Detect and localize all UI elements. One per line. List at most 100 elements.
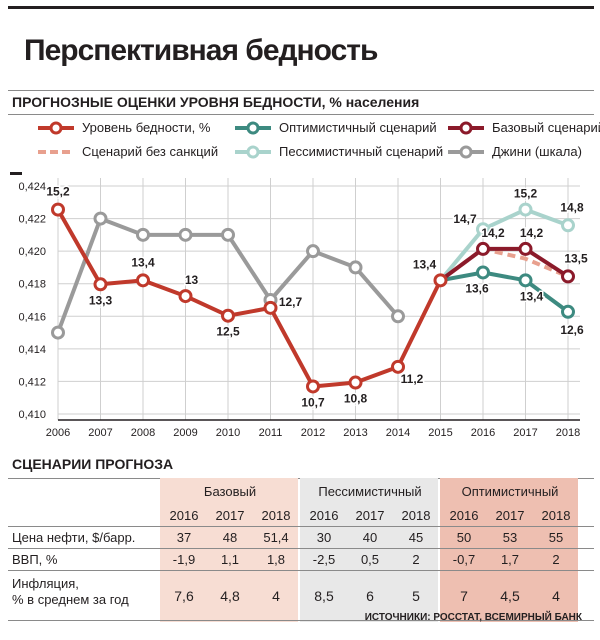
point-gini bbox=[93, 211, 108, 226]
table-cell: 8,5 bbox=[314, 588, 334, 604]
table-cell: -1,9 bbox=[172, 552, 196, 567]
year-header: 2017 bbox=[355, 508, 385, 523]
point-optimistic bbox=[518, 273, 533, 288]
legend-swatch-icon bbox=[235, 145, 271, 158]
legend-swatch-icon bbox=[448, 145, 484, 158]
row-divider bbox=[8, 620, 594, 621]
axis-marker bbox=[10, 172, 22, 175]
data-label: 13,4 bbox=[520, 289, 544, 303]
legend-label: Джини (шкала) bbox=[492, 144, 582, 159]
table-cell: 48 bbox=[222, 530, 238, 545]
legend-item-base: Базовый сценарий bbox=[446, 120, 600, 135]
point-gini bbox=[178, 227, 193, 242]
point-gini bbox=[348, 260, 363, 275]
point-optimistic bbox=[476, 265, 490, 280]
y-tick-label: 0,422 bbox=[18, 214, 46, 226]
scenario-column-shade bbox=[300, 478, 438, 622]
year-header: 2017 bbox=[215, 508, 245, 523]
table-cell: 30 bbox=[316, 530, 332, 545]
x-tick-label: 2007 bbox=[88, 427, 112, 439]
table-cell: 4,5 bbox=[500, 588, 520, 604]
y-tick-label: 0,414 bbox=[18, 344, 46, 356]
point-optimistic bbox=[561, 304, 575, 319]
scenario-group-header: Оптимистичный bbox=[461, 484, 559, 499]
data-label: 12,7 bbox=[279, 295, 303, 309]
chart-legend: Уровень бедности, % Оптимистичный сценари… bbox=[8, 116, 600, 166]
x-tick-label: 2018 bbox=[556, 427, 580, 439]
data-label: 13,6 bbox=[465, 281, 489, 295]
x-tick-label: 2013 bbox=[343, 427, 367, 439]
x-tick-label: 2010 bbox=[216, 427, 240, 439]
legend-item-optimistic: Оптимистичный сценарий bbox=[233, 120, 437, 135]
x-tick-label: 2017 bbox=[513, 427, 537, 439]
scenario-column-shade bbox=[160, 478, 298, 622]
table-cell: 4 bbox=[552, 588, 560, 604]
row-label: Инфляция, bbox=[12, 576, 79, 591]
table-cell: 2 bbox=[412, 552, 420, 567]
table-cell: 7 bbox=[460, 588, 468, 604]
table-cell: 5 bbox=[412, 588, 420, 604]
point-gini bbox=[51, 325, 65, 340]
series-line-optimistic bbox=[440, 270, 570, 314]
series-line-poverty bbox=[56, 208, 443, 389]
divider bbox=[8, 90, 594, 91]
table-cell: 45 bbox=[408, 530, 424, 545]
legend-label: Сценарий без санкций bbox=[82, 144, 219, 159]
point-base bbox=[476, 241, 490, 256]
table-cell: -0,7 bbox=[452, 552, 476, 567]
table-cell: 2 bbox=[552, 552, 560, 567]
legend-label: Пессимистичный сценарий bbox=[279, 144, 444, 159]
scenario-column-shade bbox=[440, 478, 578, 622]
table-cell: 1,8 bbox=[266, 552, 286, 567]
data-label: 13,5 bbox=[564, 251, 588, 265]
series-line-pessimistic bbox=[438, 207, 569, 282]
data-label: 10,7 bbox=[301, 395, 325, 409]
x-tick-label: 2016 bbox=[471, 427, 495, 439]
data-label: 15,2 bbox=[514, 187, 538, 201]
year-header: 2018 bbox=[401, 508, 431, 523]
row-label: % в среднем за год bbox=[12, 592, 129, 607]
legend-label: Базовый сценарий bbox=[492, 120, 600, 135]
data-label: 14,2 bbox=[481, 226, 505, 240]
legend-swatch-icon bbox=[38, 121, 74, 134]
x-tick-label: 2008 bbox=[131, 427, 155, 439]
x-tick-label: 2006 bbox=[46, 427, 70, 439]
data-label: 14,7 bbox=[453, 212, 477, 226]
data-label: 13,4 bbox=[413, 257, 437, 271]
series-line-base bbox=[439, 246, 570, 282]
year-header: 2017 bbox=[495, 508, 525, 523]
table-cell: 0,5 bbox=[360, 552, 380, 567]
legend-swatch-icon bbox=[235, 121, 271, 134]
table-cell: 40 bbox=[362, 530, 378, 545]
data-label: 12,6 bbox=[560, 323, 584, 337]
year-header: 2016 bbox=[169, 508, 199, 523]
legend-item-nosanctions: Сценарий без санкций bbox=[36, 144, 218, 159]
table-cell: 6 bbox=[366, 588, 374, 604]
point-pessimistic bbox=[561, 218, 575, 233]
table-cell: 53 bbox=[502, 530, 518, 545]
legend-label: Оптимистичный сценарий bbox=[279, 120, 437, 135]
point-poverty bbox=[306, 379, 320, 394]
data-label: 13,4 bbox=[131, 255, 155, 269]
data-label: 13,3 bbox=[89, 293, 113, 307]
table-cell: 50 bbox=[456, 530, 472, 545]
year-header: 2016 bbox=[449, 508, 479, 523]
point-poverty bbox=[93, 277, 108, 292]
x-tick-label: 2012 bbox=[301, 427, 325, 439]
poverty-chart: 0,424 0,422 0,420 0,418 0,416 0,414 0,412 0,410… bbox=[10, 172, 590, 439]
source-note: ИСТОЧНИКИ: РОССТАТ, ВСЕМИРНЫЙ БАНК bbox=[364, 612, 582, 623]
point-poverty bbox=[433, 273, 448, 288]
point-pessimistic bbox=[476, 222, 490, 237]
point-poverty bbox=[391, 359, 405, 374]
y-tick-label: 0,410 bbox=[18, 409, 46, 421]
year-header: 2018 bbox=[541, 508, 571, 523]
point-base bbox=[518, 241, 533, 256]
x-tick-label: 2011 bbox=[259, 427, 283, 439]
table-cell: 4 bbox=[272, 588, 280, 604]
point-poverty bbox=[51, 202, 65, 217]
scenario-group-header: Пессимистичный bbox=[318, 484, 422, 499]
legend-item-pessimistic: Пессимистичный сценарий bbox=[233, 144, 443, 159]
y-tick-label: 0,424 bbox=[18, 181, 46, 193]
legend-item-poverty: Уровень бедности, % bbox=[36, 120, 210, 135]
